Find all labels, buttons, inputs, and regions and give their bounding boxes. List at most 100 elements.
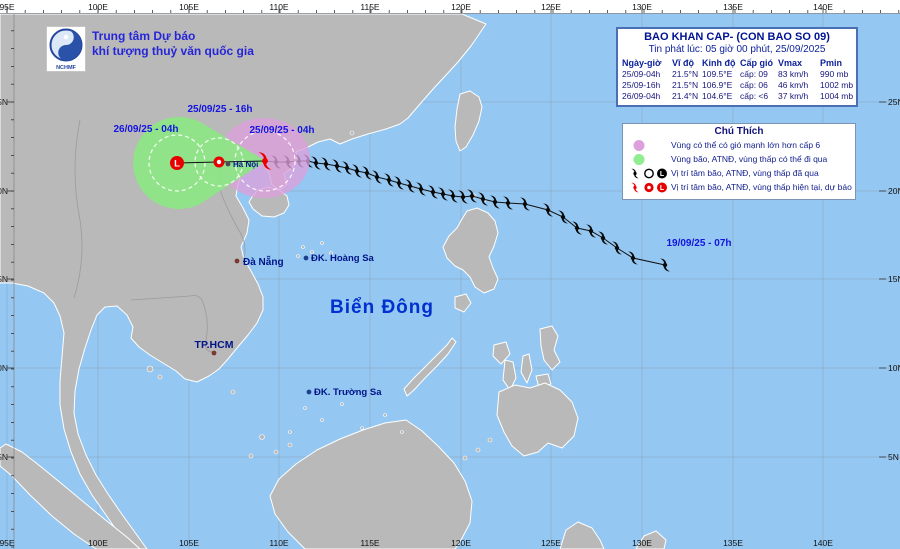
storm-table-cell: 21.5°N (672, 80, 699, 90)
agency-branding: NCHMF Trung tâm Dự báo khí tượng thuỷ vă… (46, 26, 254, 72)
agency-name-line2: khí tượng thuỷ văn quốc gia (92, 44, 254, 58)
axis-label-right: 15N (888, 274, 900, 284)
forecast-cone-area (133, 117, 266, 210)
map-text-labels: Biển Đông Hà Nội Đà Nẵng TP.HCM ĐK. Hoàng S… (113, 104, 731, 398)
storm-track-past (264, 154, 670, 272)
svg-text:L: L (174, 158, 180, 169)
storm-table-cell: 46 km/h (778, 80, 809, 90)
axis-label-bottom: 130E (632, 538, 652, 548)
city-label: Hà Nội (233, 160, 258, 169)
land-mindanao (496, 382, 579, 457)
storm-table-header: Cấp gió (740, 58, 773, 68)
land-cebu (520, 353, 533, 384)
axis-label-bottom: 115E (360, 538, 380, 548)
land-negros (502, 359, 517, 391)
track-date-label: 26/09/25 - 04h (113, 124, 178, 135)
axis-label-bottom: 120E (451, 538, 471, 548)
storm-table-cell: 25/09-04h (622, 69, 661, 79)
country-border (130, 295, 203, 301)
legend-items: Vùng có thể có gió mạnh lớn hơn cấp 6 Vùn… (627, 138, 852, 194)
legend-box: Chú Thích Vùng có thể có gió mạnh lớn hơ… (622, 123, 856, 200)
agency-name: Trung tâm Dự báo khí tượng thuỷ văn quốc… (92, 29, 254, 72)
axis-label-right: 25N (888, 97, 900, 107)
axis-label-bottom: 140E (813, 538, 833, 548)
storm-table-cell: 21.4°N (672, 91, 699, 101)
land-sulawesi-tip (559, 521, 605, 549)
land-borneo (269, 419, 473, 549)
axis-label-bottom: 125E (541, 538, 561, 548)
storm-table-cell: 21.5°N (672, 69, 699, 79)
land-halmahera-tip (635, 530, 667, 549)
storm-table-cell: 1002 mb (820, 80, 854, 90)
storm-table-cell: cấp: <6 (740, 91, 769, 101)
axis-label-bottom: 100E (88, 538, 108, 548)
country-border (73, 119, 83, 299)
city-label: ĐK. Trường Sa (314, 387, 382, 398)
land-samar-leyte (539, 325, 561, 371)
wind-radius-circle (194, 137, 244, 187)
bulletin-title: BAO KHAN CAP- (CON BAO SO 09) (644, 31, 830, 43)
land-palawan (403, 337, 457, 397)
axis-label-left: 25N (0, 97, 8, 107)
axis-label-right: 10N (888, 363, 900, 373)
agency-name-line1: Trung tâm Dự báo (92, 29, 196, 43)
storm-table-cell: 26/09-04h (622, 91, 661, 101)
forecast-low-marker (170, 156, 184, 170)
legend-item-label: Vị trí tâm bão, ATNĐ, vùng thấp đã qua (671, 168, 819, 178)
storm-table-cell: 1004 mb (820, 91, 854, 101)
city-label: ĐK. Hoàng Sa (311, 253, 375, 264)
axis-label-right: 20N (888, 186, 900, 196)
legend-item: Vùng bão, ATNĐ, vùng thấp có thể đi qua (627, 152, 851, 166)
storm-table-cell: 106.9°E (702, 80, 733, 90)
land-sumatra (0, 443, 141, 549)
storm-wind-radius-circles (148, 130, 296, 192)
land-mindoro (454, 293, 472, 313)
wind-radius-circle (234, 130, 296, 192)
axis-label-bottom: 135E (723, 538, 743, 548)
legend-item-label: Vị trí tâm bão, ATNĐ, vùng thấp hiện tại… (671, 182, 852, 192)
land-luzon (442, 207, 499, 294)
axis-label-bottom: 110E (269, 538, 289, 548)
landmass-layer (0, 13, 667, 549)
axis-label-bottom: 95E (0, 538, 15, 548)
axis-label-left: 15N (0, 274, 8, 284)
logo-acronym: NCHMF (56, 65, 76, 71)
svg-text:L: L (660, 185, 665, 192)
top-axis-strip (0, 0, 900, 13)
wind-radius-circle (148, 134, 206, 192)
storm-data-table: Ngày-giờ Vĩ độ Kinh độ Cấp gió Vmax Pmin 25/09… (622, 58, 854, 101)
track-date-label: 25/09/25 - 16h (187, 104, 252, 115)
legend-item-label: Vùng bão, ATNĐ, vùng thấp có thể đi qua (671, 154, 828, 164)
city-dot (303, 255, 309, 261)
track-date-label: 25/09/25 - 04h (249, 125, 314, 136)
storm-table-cell: cấp: 06 (740, 80, 768, 90)
sea-name-label: Biển Đông (330, 297, 434, 318)
storm-table-header: Vĩ độ (672, 58, 694, 68)
land-mainland-asia (0, 13, 487, 549)
city-dot (234, 258, 240, 264)
land-panay (492, 341, 511, 365)
storm-table-cell: 83 km/h (778, 69, 809, 79)
storm-table-cell: 104.6°E (702, 91, 733, 101)
storm-table-header: Vmax (778, 58, 803, 68)
plum-area-icon (633, 139, 645, 151)
current-markers-icon: L (631, 182, 667, 192)
storm-table-cell: cấp: 09 (740, 69, 768, 79)
legend-item: L Vị trí tâm bão, ATNĐ, vùng thấp hiện tạ… (627, 180, 852, 194)
axis-label-left: 5N (0, 452, 8, 462)
storm-table-cell: 25/09-16h (622, 80, 661, 90)
axis-label-left: 10N (0, 363, 8, 373)
city-label: TP.HCM (195, 339, 234, 351)
small-islets (146, 130, 493, 461)
storm-track-forecast: L (170, 152, 272, 170)
city-dot (225, 161, 231, 167)
city-label: Đà Nẵng (243, 255, 284, 268)
storm-table-cell: 990 mb (820, 69, 849, 79)
land-taiwan (454, 90, 483, 152)
legend-item: L Vị trí tâm bão, ATNĐ, vùng thấp đã qua (627, 166, 851, 180)
storm-table-cell: 37 km/h (778, 91, 809, 101)
svg-text:L: L (660, 171, 665, 178)
storm-table-header: Kinh độ (702, 58, 736, 68)
axis-label-right: 5N (888, 452, 899, 462)
